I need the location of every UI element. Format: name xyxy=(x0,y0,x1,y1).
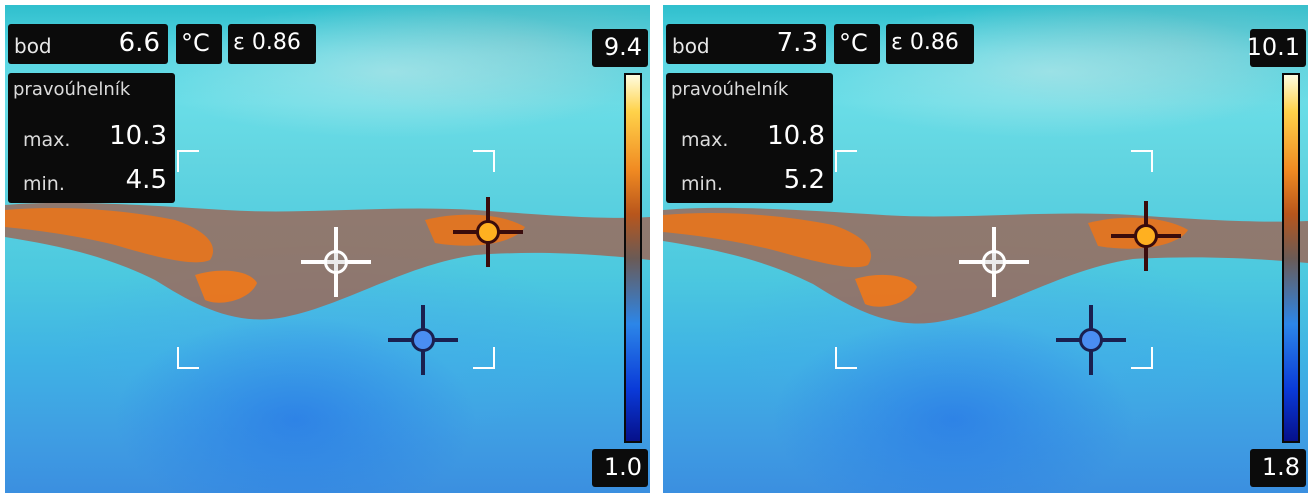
roi-corner-top-left xyxy=(835,150,857,172)
point-label: bod xyxy=(672,34,710,58)
scale-min-value: 1.8 xyxy=(1261,453,1300,481)
roi-corner-bottom-left xyxy=(835,347,857,369)
min-label: min. xyxy=(23,173,65,195)
rectangle-label: pravoúhelník xyxy=(13,79,131,100)
min-value: 5.2 xyxy=(783,165,825,195)
rectangle-readout: pravoúhelník max. 10.3 min. 4.5 xyxy=(8,73,175,203)
emissivity-label: ε 0.86 xyxy=(233,30,301,55)
scale-max-badge: 9.4 xyxy=(592,29,648,67)
scale-max-value: 10.1 xyxy=(1246,33,1300,61)
scale-max-value: 9.4 xyxy=(603,33,642,61)
hot-spot-crosshair-icon[interactable] xyxy=(453,197,523,267)
roi-corner-bottom-left xyxy=(177,347,199,369)
point-readout: bod 6.6 xyxy=(8,24,168,64)
cold-spot-crosshair-icon[interactable] xyxy=(1056,305,1126,375)
hot-spot-crosshair-icon[interactable] xyxy=(1111,201,1181,271)
unit-badge: °C xyxy=(176,24,222,64)
roi-corner-bottom-right xyxy=(1131,347,1153,369)
max-value: 10.3 xyxy=(109,121,167,151)
scale-min-badge: 1.0 xyxy=(592,449,648,487)
scale-min-badge: 1.8 xyxy=(1250,449,1306,487)
unit-label: °C xyxy=(181,29,210,57)
min-value: 4.5 xyxy=(125,165,167,195)
unit-label: °C xyxy=(839,29,868,57)
center-crosshair-icon[interactable] xyxy=(301,227,371,297)
roi-corner-bottom-right xyxy=(473,347,495,369)
roi-corner-top-right xyxy=(473,150,495,172)
thermal-image-right: bod 7.3 °C ε 0.86 pravoúhelník max. 10.8… xyxy=(663,5,1308,493)
unit-badge: °C xyxy=(834,24,880,64)
max-label: max. xyxy=(23,129,71,151)
rectangle-label: pravoúhelník xyxy=(671,79,789,100)
rectangle-readout: pravoúhelník max. 10.8 min. 5.2 xyxy=(666,73,833,203)
point-label: bod xyxy=(14,34,52,58)
roi-corner-top-right xyxy=(1131,150,1153,172)
point-value: 7.3 xyxy=(776,28,818,58)
point-value: 6.6 xyxy=(118,28,160,58)
roi-corner-top-left xyxy=(177,150,199,172)
color-scale-bar xyxy=(1282,73,1300,443)
point-readout: bod 7.3 xyxy=(666,24,826,64)
scale-min-value: 1.0 xyxy=(603,453,642,481)
min-label: min. xyxy=(681,173,723,195)
center-crosshair-icon[interactable] xyxy=(959,227,1029,297)
emissivity-badge: ε 0.86 xyxy=(886,24,974,64)
max-value: 10.8 xyxy=(767,121,825,151)
scale-max-badge: 10.1 xyxy=(1246,29,1306,67)
thermal-image-left: bod 6.6 °C ε 0.86 pravoúhelník max. 10.3… xyxy=(5,5,650,493)
max-label: max. xyxy=(681,129,729,151)
cold-spot-crosshair-icon[interactable] xyxy=(388,305,458,375)
emissivity-label: ε 0.86 xyxy=(891,30,959,55)
color-scale-bar xyxy=(624,73,642,443)
emissivity-badge: ε 0.86 xyxy=(228,24,316,64)
